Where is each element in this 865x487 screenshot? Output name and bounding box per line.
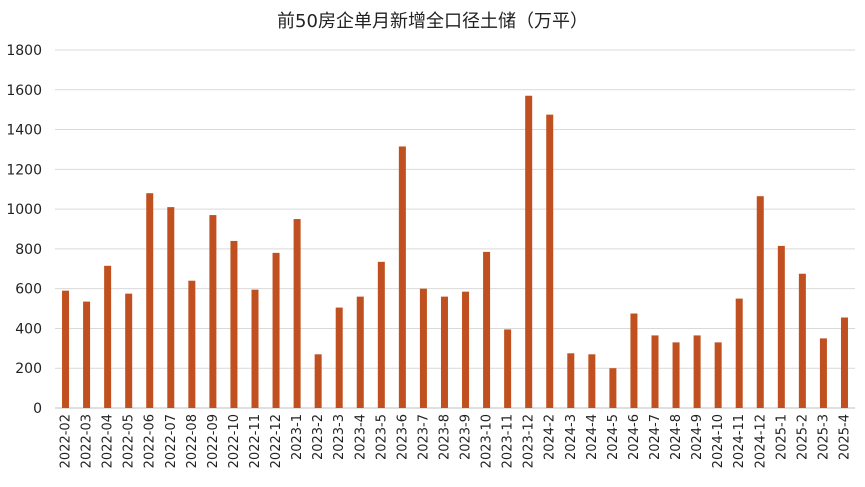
x-tick-label: 2024-9 [690, 414, 705, 460]
bar [777, 245, 785, 408]
x-tick-label: 2024-12 [753, 414, 768, 468]
bar [125, 293, 133, 408]
x-tick-label: 2022-12 [269, 414, 284, 468]
bar-layer [62, 95, 848, 408]
y-axis: 0 200 400 600 800 1000 1200 1400 1600 1800 [6, 43, 42, 417]
bar [735, 298, 743, 408]
bar [398, 146, 406, 408]
x-tick-label: 2024-2 [543, 414, 558, 460]
x-tick-label: 2024-7 [648, 414, 663, 460]
y-tick-label: 1800 [6, 43, 42, 59]
bar [167, 207, 175, 408]
x-tick-label: 2022-06 [143, 414, 158, 468]
x-tick-label: 2024-3 [564, 414, 579, 460]
x-tick-label: 2023-5 [374, 414, 389, 460]
bar [630, 313, 638, 408]
x-tick-label: 2022-08 [185, 414, 200, 468]
bar [209, 215, 217, 408]
x-tick-label: 2022-09 [206, 414, 221, 468]
bar [419, 288, 427, 408]
bar [146, 193, 154, 408]
y-tick-label: 0 [33, 401, 42, 417]
bar [83, 301, 91, 408]
bar [504, 329, 512, 408]
x-tick-label: 2023-6 [395, 414, 410, 460]
y-tick-label: 600 [15, 282, 42, 298]
x-tick-label: 2024-10 [711, 414, 726, 468]
bar [62, 290, 70, 408]
bar [293, 219, 301, 408]
y-tick-label: 200 [15, 361, 42, 377]
x-tick-label: 2022-03 [80, 414, 95, 468]
x-tick-label: 2022-05 [122, 414, 137, 468]
x-tick-label: 2022-04 [101, 414, 116, 468]
y-tick-label: 1600 [6, 83, 42, 99]
bar [714, 342, 722, 408]
x-tick-label: 2022-10 [227, 414, 242, 468]
bar [188, 280, 196, 408]
chart-title: 前50房企单月新增全口径土储（万平） [277, 11, 588, 32]
bar [672, 342, 680, 408]
x-tick-label: 2025-1 [774, 414, 789, 460]
x-tick-label: 2023-9 [459, 414, 474, 460]
bar [651, 335, 659, 408]
bar [272, 252, 280, 408]
x-tick-label: 2023-1 [290, 414, 305, 460]
x-tick-label: 2024-11 [732, 414, 747, 468]
x-tick-label: 2024-8 [669, 414, 684, 460]
bar [840, 317, 848, 408]
y-tick-label: 800 [15, 242, 42, 258]
y-tick-label: 1000 [6, 202, 42, 218]
bar [440, 296, 448, 408]
bar [693, 335, 701, 408]
bar [525, 95, 533, 408]
bar [314, 354, 322, 408]
x-tick-label: 2024-5 [606, 414, 621, 460]
bar [798, 273, 806, 408]
x-tick-label: 2023-8 [437, 414, 452, 460]
bar [251, 289, 259, 408]
x-tick-label: 2023-10 [480, 414, 495, 468]
x-tick-label: 2022-07 [164, 414, 179, 468]
x-tick-label: 2022-02 [59, 414, 74, 468]
y-tick-label: 400 [15, 321, 42, 337]
bar [462, 291, 470, 408]
bar [819, 338, 827, 408]
y-tick-label: 1200 [6, 162, 42, 178]
bar [356, 296, 364, 408]
x-tick-label: 2023-4 [353, 414, 368, 460]
bar [335, 307, 343, 408]
bar [104, 265, 112, 408]
bar [756, 196, 764, 408]
bar [567, 353, 575, 408]
y-tick-label: 1400 [6, 123, 42, 139]
bar [377, 261, 385, 408]
x-tick-label: 2023-7 [416, 414, 431, 460]
x-axis: 2022-02 2022-03 2022-04 2022-05 2022-06 2022-… [59, 414, 853, 468]
x-tick-label: 2025-2 [795, 414, 810, 460]
x-tick-label: 2023-2 [311, 414, 326, 460]
grid-layer [55, 49, 855, 409]
x-tick-label: 2025-3 [816, 414, 831, 460]
x-tick-label: 2024-4 [585, 414, 600, 460]
bar [483, 251, 491, 408]
x-tick-label: 2023-12 [522, 414, 537, 468]
bar [230, 240, 238, 408]
x-tick-label: 2023-3 [332, 414, 347, 460]
x-tick-label: 2022-11 [248, 414, 263, 468]
bar [609, 368, 617, 408]
bar [546, 114, 554, 408]
x-tick-label: 2023-11 [501, 414, 516, 468]
bar [588, 354, 596, 408]
x-tick-label: 2024-6 [627, 414, 642, 460]
x-tick-label: 2025-4 [837, 414, 852, 460]
